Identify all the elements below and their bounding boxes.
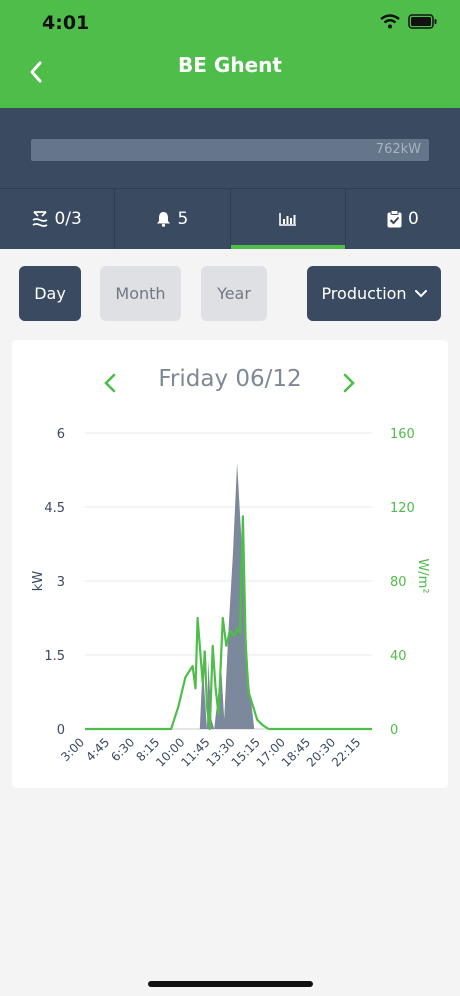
y-left-tick-label: 0 (57, 723, 65, 738)
tab-chart[interactable] (230, 189, 346, 249)
tab-alarms[interactable]: 5 (115, 189, 231, 249)
irradiance-line (85, 515, 372, 731)
y-right-tick-label: 0 (390, 723, 398, 738)
x-tick-label: 3:00 (58, 735, 87, 764)
status-bar: 4:01 (0, 0, 460, 48)
tab-strings-label: 0/3 (54, 209, 82, 229)
wifi-icon (380, 14, 400, 33)
y-left-axis-label: kW (31, 571, 46, 592)
clipboard-check-icon (387, 210, 402, 228)
page-title: BE Ghent (178, 53, 282, 77)
bell-icon (157, 212, 171, 227)
x-tick-label: 6:30 (108, 735, 137, 764)
capacity-label: 762kW (375, 142, 421, 157)
back-button[interactable] (18, 54, 54, 90)
x-tick-label: 4:45 (83, 735, 112, 764)
next-day-button[interactable] (334, 368, 364, 398)
strings-icon (32, 211, 48, 227)
tab-alarms-label: 5 (177, 209, 189, 229)
chart-card: Friday 06/12 0 1.5 3 4.5 6 0 40 80 120 160 kW W/m² 3… (12, 340, 448, 788)
y-right-tick-label: 80 (390, 575, 407, 590)
date-label: Friday 06/12 (158, 366, 302, 392)
status-icons (380, 14, 438, 33)
period-selector: Day Month Year Production (0, 248, 460, 338)
chevron-left-icon (30, 61, 42, 83)
month-button[interactable]: Month (100, 266, 181, 321)
status-time: 4:01 (42, 12, 90, 34)
tab-bar: 0/3 5 0 (0, 188, 460, 249)
chevron-down-icon (414, 289, 427, 297)
y-right-tick-label: 160 (390, 427, 415, 442)
y-left-tick-label: 4.5 (44, 501, 65, 516)
home-indicator (148, 981, 313, 987)
tab-tasks[interactable]: 0 (346, 189, 460, 249)
tab-tasks-label: 0 (407, 209, 419, 229)
year-button[interactable]: Year (201, 266, 267, 321)
tab-strings[interactable]: 0/3 (0, 189, 116, 249)
previous-day-button[interactable] (95, 368, 125, 398)
y-left-tick-label: 6 (57, 427, 65, 442)
y-left-tick-label: 3 (57, 575, 65, 590)
app-header: BE Ghent (0, 48, 460, 108)
chevron-right-icon (343, 373, 355, 393)
y-right-tick-label: 120 (390, 501, 415, 516)
y-right-axis-label: W/m² (415, 558, 430, 593)
site-summary: 762kW (0, 108, 460, 188)
metric-dropdown[interactable]: Production (307, 266, 441, 321)
metric-dropdown-label: Production (321, 284, 407, 303)
bar-chart-icon (278, 213, 296, 226)
chevron-left-icon (104, 373, 116, 393)
x-tick-label: 22:15 (329, 735, 363, 769)
capacity-bar: 762kW (31, 139, 429, 161)
battery-icon (408, 14, 438, 33)
y-right-tick-label: 40 (390, 649, 407, 664)
day-button[interactable]: Day (19, 266, 81, 321)
production-area (85, 462, 372, 729)
y-left-tick-label: 1.5 (44, 649, 65, 664)
